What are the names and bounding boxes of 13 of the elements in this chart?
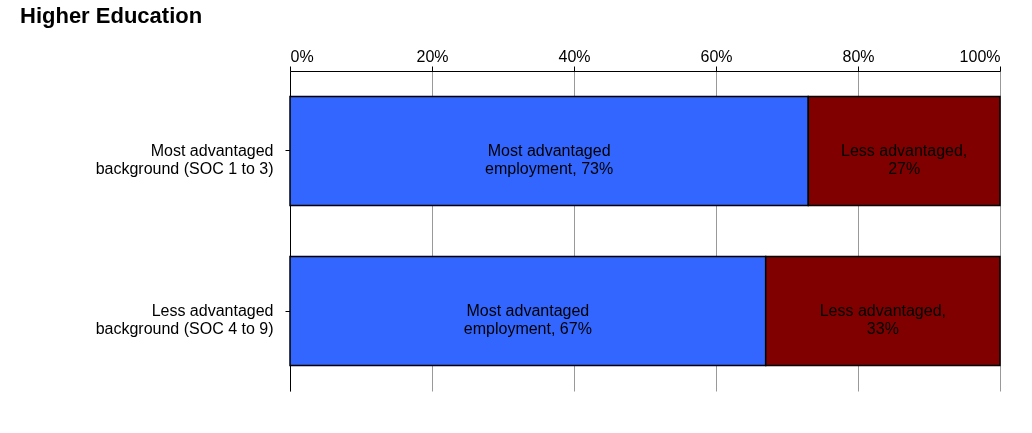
y-tick-label: Less advantaged background (SOC 4 to 9) bbox=[95, 302, 274, 337]
x-tick-label: 20% bbox=[416, 47, 449, 65]
x-tick-label: 0% bbox=[290, 47, 314, 65]
data-label: Less advantaged, 27% bbox=[840, 142, 968, 177]
x-tick-label: 40% bbox=[558, 47, 591, 65]
x-tick-label: 60% bbox=[700, 47, 733, 65]
x-tick-label: 80% bbox=[842, 47, 875, 65]
x-tick-label: 100% bbox=[959, 47, 1001, 65]
data-label: Most advantaged employment, 73% bbox=[485, 142, 614, 177]
y-tick-label: Most advantaged background (SOC 1 to 3) bbox=[95, 142, 274, 177]
data-label: Less advantaged, 33% bbox=[819, 302, 947, 337]
data-label: Most advantaged employment, 67% bbox=[463, 302, 592, 337]
text: Higher Education bbox=[20, 3, 203, 28]
